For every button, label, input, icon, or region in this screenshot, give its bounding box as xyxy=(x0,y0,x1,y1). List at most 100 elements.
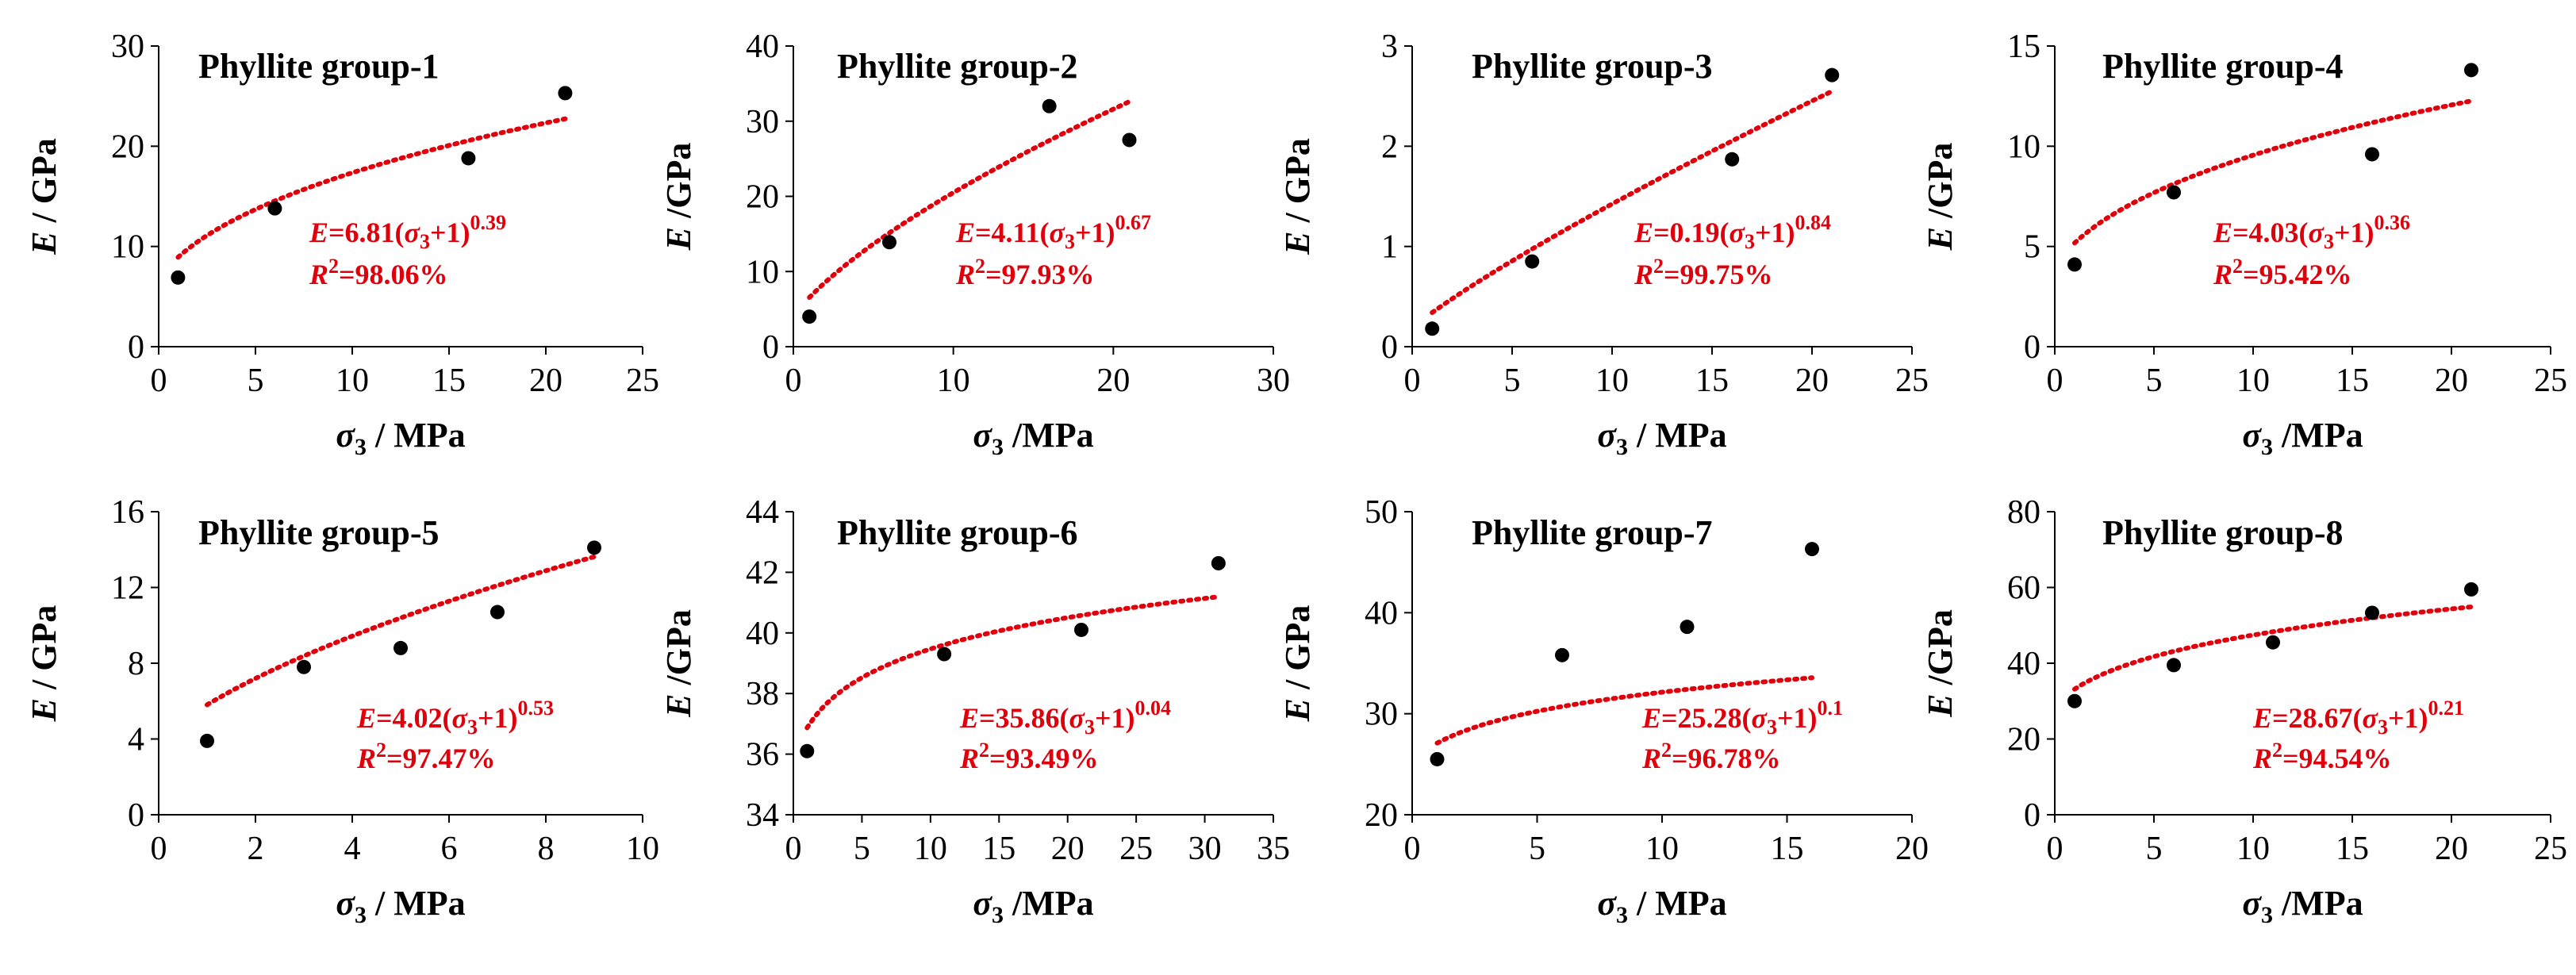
x-axis-title: σ3 / MPa xyxy=(1597,884,1726,928)
data-point xyxy=(802,309,817,324)
r-squared: R2=93.49% xyxy=(959,739,1099,774)
data-point xyxy=(1725,152,1740,167)
chart-panel-5: 0 4 8 12 16 0 2 4 6 8 10 Phyllite group-5 E=4.02(σ3+… xyxy=(25,494,659,928)
x-axis-title: σ3 / MPa xyxy=(1597,416,1726,460)
y-tick-label: 16 xyxy=(111,494,144,531)
x-tick-label: 25 xyxy=(1119,831,1153,867)
data-point xyxy=(1425,321,1440,336)
y-tick-label: 15 xyxy=(2007,29,2040,65)
data-point xyxy=(800,743,815,758)
y-tick-label: 20 xyxy=(1365,797,1398,834)
data-point xyxy=(297,659,311,674)
x-tick-label: 15 xyxy=(432,363,466,399)
data-point xyxy=(2266,635,2280,650)
y-axis-title: E /GPa xyxy=(659,609,698,718)
data-point xyxy=(267,201,282,216)
data-point xyxy=(394,640,408,655)
x-tick-label: 0 xyxy=(151,363,167,399)
y-tick-label: 10 xyxy=(111,229,144,266)
chart-panel-8: 0 20 40 60 80 0 5 10 15 20 25 Phyllite group-8 E=28.… xyxy=(1921,494,2567,928)
data-point xyxy=(1042,98,1057,113)
fit-curve xyxy=(2072,98,2474,246)
r-squared: R2=96.78% xyxy=(1641,739,1781,774)
y-axis-title: E /GPa xyxy=(1921,609,1960,718)
y-tick-label: 8 xyxy=(128,646,144,682)
y-tick-label: 30 xyxy=(1365,697,1398,733)
x-tick-label: 15 xyxy=(1695,363,1729,399)
y-tick-label: 4 xyxy=(128,722,144,758)
x-tick-label: 35 xyxy=(1257,831,1290,867)
x-tick-label: 5 xyxy=(1529,831,1545,867)
x-tick-label: 30 xyxy=(1188,831,1222,867)
x-tick-label: 5 xyxy=(854,831,870,867)
y-tick-label: 30 xyxy=(111,29,144,65)
data-point xyxy=(1680,620,1695,635)
data-point xyxy=(1074,622,1088,637)
y-tick-label: 2 xyxy=(1381,129,1398,165)
x-tick-label: 20 xyxy=(2435,831,2468,867)
x-tick-label: 20 xyxy=(1096,363,1130,399)
x-tick-label: 15 xyxy=(2336,363,2369,399)
y-tick-label: 0 xyxy=(128,797,144,834)
fit-curve xyxy=(807,99,1132,300)
y-tick-label: 12 xyxy=(111,570,144,607)
r-squared: R2=94.54% xyxy=(2252,739,2392,774)
chart-panel-2: 0 10 20 30 40 0 10 20 30 Phyllite group-2 E=4.11(σ… xyxy=(659,29,1290,460)
panel-title: Phyllite group-1 xyxy=(198,47,440,86)
x-tick-label: 30 xyxy=(1257,363,1290,399)
fit-equation: E=4.11(σ3+1)0.67 xyxy=(955,211,1151,253)
x-tick-label: 5 xyxy=(248,363,264,399)
x-tick-label: 0 xyxy=(785,831,802,867)
y-tick-label: 10 xyxy=(746,254,779,290)
x-axis-title: σ3 /MPa xyxy=(2242,416,2363,460)
x-axis-title: σ3 / MPa xyxy=(336,416,465,460)
data-point xyxy=(461,151,476,166)
x-tick-label: 10 xyxy=(626,831,659,867)
x-tick-label: 25 xyxy=(2534,363,2567,399)
x-tick-label: 5 xyxy=(2146,831,2163,867)
y-axis-title: E /GPa xyxy=(659,143,698,251)
x-tick-label: 0 xyxy=(1404,831,1421,867)
y-tick-label: 0 xyxy=(128,329,144,366)
x-tick-label: 0 xyxy=(2047,363,2063,399)
y-tick-label: 1 xyxy=(1381,229,1398,266)
x-tick-label: 10 xyxy=(336,363,369,399)
r-squared: R2=99.75% xyxy=(1634,255,1773,290)
y-tick-label: 20 xyxy=(2007,722,2040,758)
x-tick-label: 10 xyxy=(1645,831,1679,867)
chart-panel-7: 20 30 40 50 0 5 10 15 20 Phyllite group-7 E=25.28(… xyxy=(1278,494,1929,928)
y-tick-label: 5 xyxy=(2024,229,2040,266)
x-tick-label: 5 xyxy=(1504,363,1521,399)
data-point xyxy=(2067,257,2082,272)
y-tick-label: 10 xyxy=(2007,129,2040,165)
y-tick-label: 30 xyxy=(746,104,779,140)
y-tick-label: 0 xyxy=(2024,329,2040,366)
fit-equation: E=6.81(σ3+1)0.39 xyxy=(309,211,506,253)
y-tick-label: 20 xyxy=(746,179,779,216)
data-point xyxy=(2464,582,2478,597)
x-tick-label: 2 xyxy=(248,831,264,867)
data-point xyxy=(1430,751,1445,766)
data-point xyxy=(1805,542,1819,557)
y-tick-label: 40 xyxy=(1365,595,1398,631)
r-squared: R2=97.93% xyxy=(955,255,1095,290)
data-point xyxy=(2464,63,2478,78)
r-squared: R2=98.06% xyxy=(309,255,448,290)
data-point xyxy=(1122,132,1137,148)
x-tick-label: 0 xyxy=(2047,831,2063,867)
panel-title: Phyllite group-8 xyxy=(2102,513,2344,552)
y-tick-label: 42 xyxy=(746,555,779,591)
x-tick-label: 20 xyxy=(2435,363,2468,399)
x-tick-label: 15 xyxy=(1771,831,1804,867)
data-point xyxy=(200,733,214,748)
fit-equation: E=4.02(σ3+1)0.53 xyxy=(356,697,554,739)
y-tick-label: 38 xyxy=(746,676,779,712)
y-tick-label: 0 xyxy=(762,329,779,366)
chart-panel-6: 34 36 38 40 42 44 0 5 10 15 20 25 30 35 Phyllite group… xyxy=(659,494,1290,928)
fit-curve xyxy=(804,594,1221,731)
data-point xyxy=(1825,67,1840,83)
x-axis-title: σ3 /MPa xyxy=(2242,884,2363,928)
chart-panel-4: 0 5 10 15 0 5 10 15 20 25 Phyllite group-4 E=4.03(σ… xyxy=(1921,29,2567,460)
fit-curve xyxy=(205,554,597,708)
panel-title: Phyllite group-4 xyxy=(2102,47,2344,86)
